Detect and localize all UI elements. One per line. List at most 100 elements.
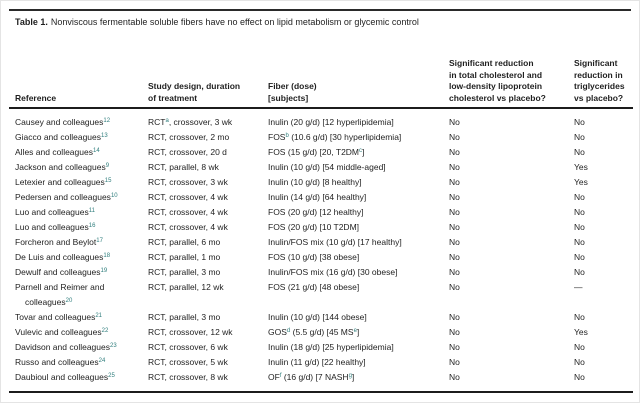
table-row: Luo and colleagues16 RCT, crossover, 4 w…	[9, 220, 633, 235]
table-row: Pedersen and colleagues10 RCT, crossover…	[9, 190, 633, 205]
cholesterol-cell: No	[449, 372, 460, 382]
triglycerides-cell: No	[574, 237, 585, 247]
fiber-cell: OFf (16 g/d) [7 NASHg]	[268, 372, 355, 382]
fiber-cell: Inulin (10 g/d) [54 middle-aged]	[268, 162, 386, 172]
triglycerides-cell: No	[574, 147, 585, 157]
footnote-marker: 10	[110, 193, 118, 199]
header-study-design: Study design, duration of treatment	[148, 30, 268, 109]
triglycerides-cell: Yes	[574, 162, 588, 172]
design-cell: RCT, crossover, 3 wk	[148, 177, 228, 187]
footnote-marker: b	[285, 133, 289, 139]
studies-table: Reference Study design, duration of trea…	[9, 30, 633, 393]
reference-cell: Tovar and colleagues21	[15, 312, 103, 322]
table-row: Forcheron and Beylot17 RCT, parallel, 6 …	[9, 235, 633, 250]
footnote-marker: 17	[96, 238, 103, 244]
footnote-marker: 21	[95, 313, 103, 319]
fiber-cell: Inulin (18 g/d) [25 hyperlipidemia]	[268, 342, 394, 352]
table-row: Vulevic and colleagues22 RCT, crossover,…	[9, 325, 633, 340]
table-row: Luo and colleagues11 RCT, crossover, 4 w…	[9, 205, 633, 220]
reference-cell: Daubioul and colleagues25	[15, 372, 115, 382]
triglycerides-cell: No	[574, 222, 585, 232]
table-row: Daubioul and colleagues25 RCT, crossover…	[9, 370, 633, 392]
design-cell: RCT, crossover, 5 wk	[148, 357, 228, 367]
table-body: Causey and colleagues12 RCTa, crossover,…	[9, 108, 633, 392]
design-cell: RCT, parallel, 3 mo	[148, 312, 221, 322]
footnote-marker: 16	[88, 223, 96, 229]
table-header: Reference Study design, duration of trea…	[9, 30, 633, 109]
reference-cell: Luo and colleagues11	[15, 207, 95, 217]
fiber-cell: Inulin (14 g/d) [64 healthy]	[268, 192, 367, 202]
table-row: Alles and colleagues14 RCT, crossover, 2…	[9, 145, 633, 160]
reference-cell: Parnell and Reimer and colleagues20	[15, 282, 105, 307]
fiber-cell: FOS (20 g/d) [12 healthy]	[268, 207, 364, 217]
table-title: Table 1. Nonviscous fermentable soluble f…	[15, 16, 625, 28]
design-cell: RCT, parallel, 8 wk	[148, 162, 219, 172]
table-row: Causey and colleagues12 RCTa, crossover,…	[9, 108, 633, 130]
cholesterol-cell: No	[449, 252, 460, 262]
footnote-marker: g	[348, 373, 352, 379]
cholesterol-cell: No	[449, 207, 460, 217]
footnote-marker: 23	[109, 343, 117, 349]
triglycerides-cell: No	[574, 132, 585, 142]
header-reference: Reference	[9, 30, 148, 109]
fiber-cell: Inulin/FOS mix (10 g/d) [17 healthy]	[268, 237, 402, 247]
header-cholesterol-reduction: Significant reduction in total cholester…	[449, 30, 574, 109]
triglycerides-cell: No	[574, 357, 585, 367]
footnote-marker: 14	[92, 148, 100, 154]
footnote-marker: 19	[100, 268, 108, 274]
reference-cell: Dewulf and colleagues19	[15, 267, 108, 277]
triglycerides-cell: —	[574, 282, 583, 292]
cholesterol-cell: No	[449, 327, 460, 337]
design-cell: RCT, crossover, 4 wk	[148, 207, 228, 217]
footnote-marker: f	[279, 373, 282, 379]
table-row: Giacco and colleagues13 RCT, crossover, …	[9, 130, 633, 145]
footnote-marker: e	[353, 328, 357, 334]
footnote-marker: 11	[88, 208, 95, 214]
footnote-marker: 12	[103, 118, 111, 124]
reference-cell: Jackson and colleagues9	[15, 162, 110, 172]
cholesterol-cell: No	[449, 357, 460, 367]
reference-cell: Davidson and colleagues23	[15, 342, 117, 352]
cholesterol-cell: No	[449, 222, 460, 232]
fiber-cell: FOS (20 g/d) [10 T2DM]	[268, 222, 360, 232]
design-cell: RCT, parallel, 1 mo	[148, 252, 221, 262]
reference-cell: Alles and colleagues14	[15, 147, 100, 157]
cholesterol-cell: No	[449, 132, 460, 142]
reference-cell: Pedersen and colleagues10	[15, 192, 118, 202]
cholesterol-cell: No	[449, 192, 460, 202]
reference-cell: Causey and colleagues12	[15, 117, 111, 127]
cholesterol-cell: No	[449, 117, 460, 127]
cholesterol-cell: No	[449, 147, 460, 157]
design-cell: RCT, parallel, 6 mo	[148, 237, 221, 247]
triglycerides-cell: Yes	[574, 177, 588, 187]
cholesterol-cell: No	[449, 162, 460, 172]
fiber-cell: Inulin/FOS mix (16 g/d) [30 obese]	[268, 267, 398, 277]
reference-cell: Giacco and colleagues13	[15, 132, 108, 142]
footnote-marker: 25	[108, 373, 115, 379]
design-cell: RCT, crossover, 8 wk	[148, 372, 228, 382]
footnote-marker: c	[359, 148, 363, 154]
fiber-cell: GOSd (5.5 g/d) [45 MSe]	[268, 327, 360, 337]
fiber-cell: FOSb (10.6 g/d) [30 hyperlipidemia]	[268, 132, 402, 142]
triglycerides-cell: No	[574, 207, 585, 217]
table-row: Parnell and Reimer and colleagues20 RCT,…	[9, 280, 633, 310]
triglycerides-cell: No	[574, 342, 585, 352]
table-row: Letexier and colleagues15 RCT, crossover…	[9, 175, 633, 190]
triglycerides-cell: No	[574, 312, 585, 322]
reference-cell: De Luis and colleagues18	[15, 252, 111, 262]
table-number: Table 1.	[15, 17, 48, 27]
table-row: Jackson and colleagues9 RCT, parallel, 8…	[9, 160, 633, 175]
footnote-marker: 9	[105, 163, 110, 169]
table-row: Davidson and colleagues23 RCT, crossover…	[9, 340, 633, 355]
design-cell: RCT, crossover, 20 d	[148, 147, 227, 157]
cholesterol-cell: No	[449, 342, 460, 352]
triglycerides-cell: No	[574, 267, 585, 277]
reference-cell: Luo and colleagues16	[15, 222, 96, 232]
cholesterol-cell: No	[449, 177, 460, 187]
header-triglycerides-reduction: Significant reduction in triglycerides v…	[574, 30, 633, 109]
design-cell: RCT, crossover, 12 wk	[148, 327, 233, 337]
design-cell: RCT, parallel, 12 wk	[148, 282, 224, 292]
cholesterol-cell: No	[449, 237, 460, 247]
reference-cell: Russo and colleagues24	[15, 357, 106, 367]
